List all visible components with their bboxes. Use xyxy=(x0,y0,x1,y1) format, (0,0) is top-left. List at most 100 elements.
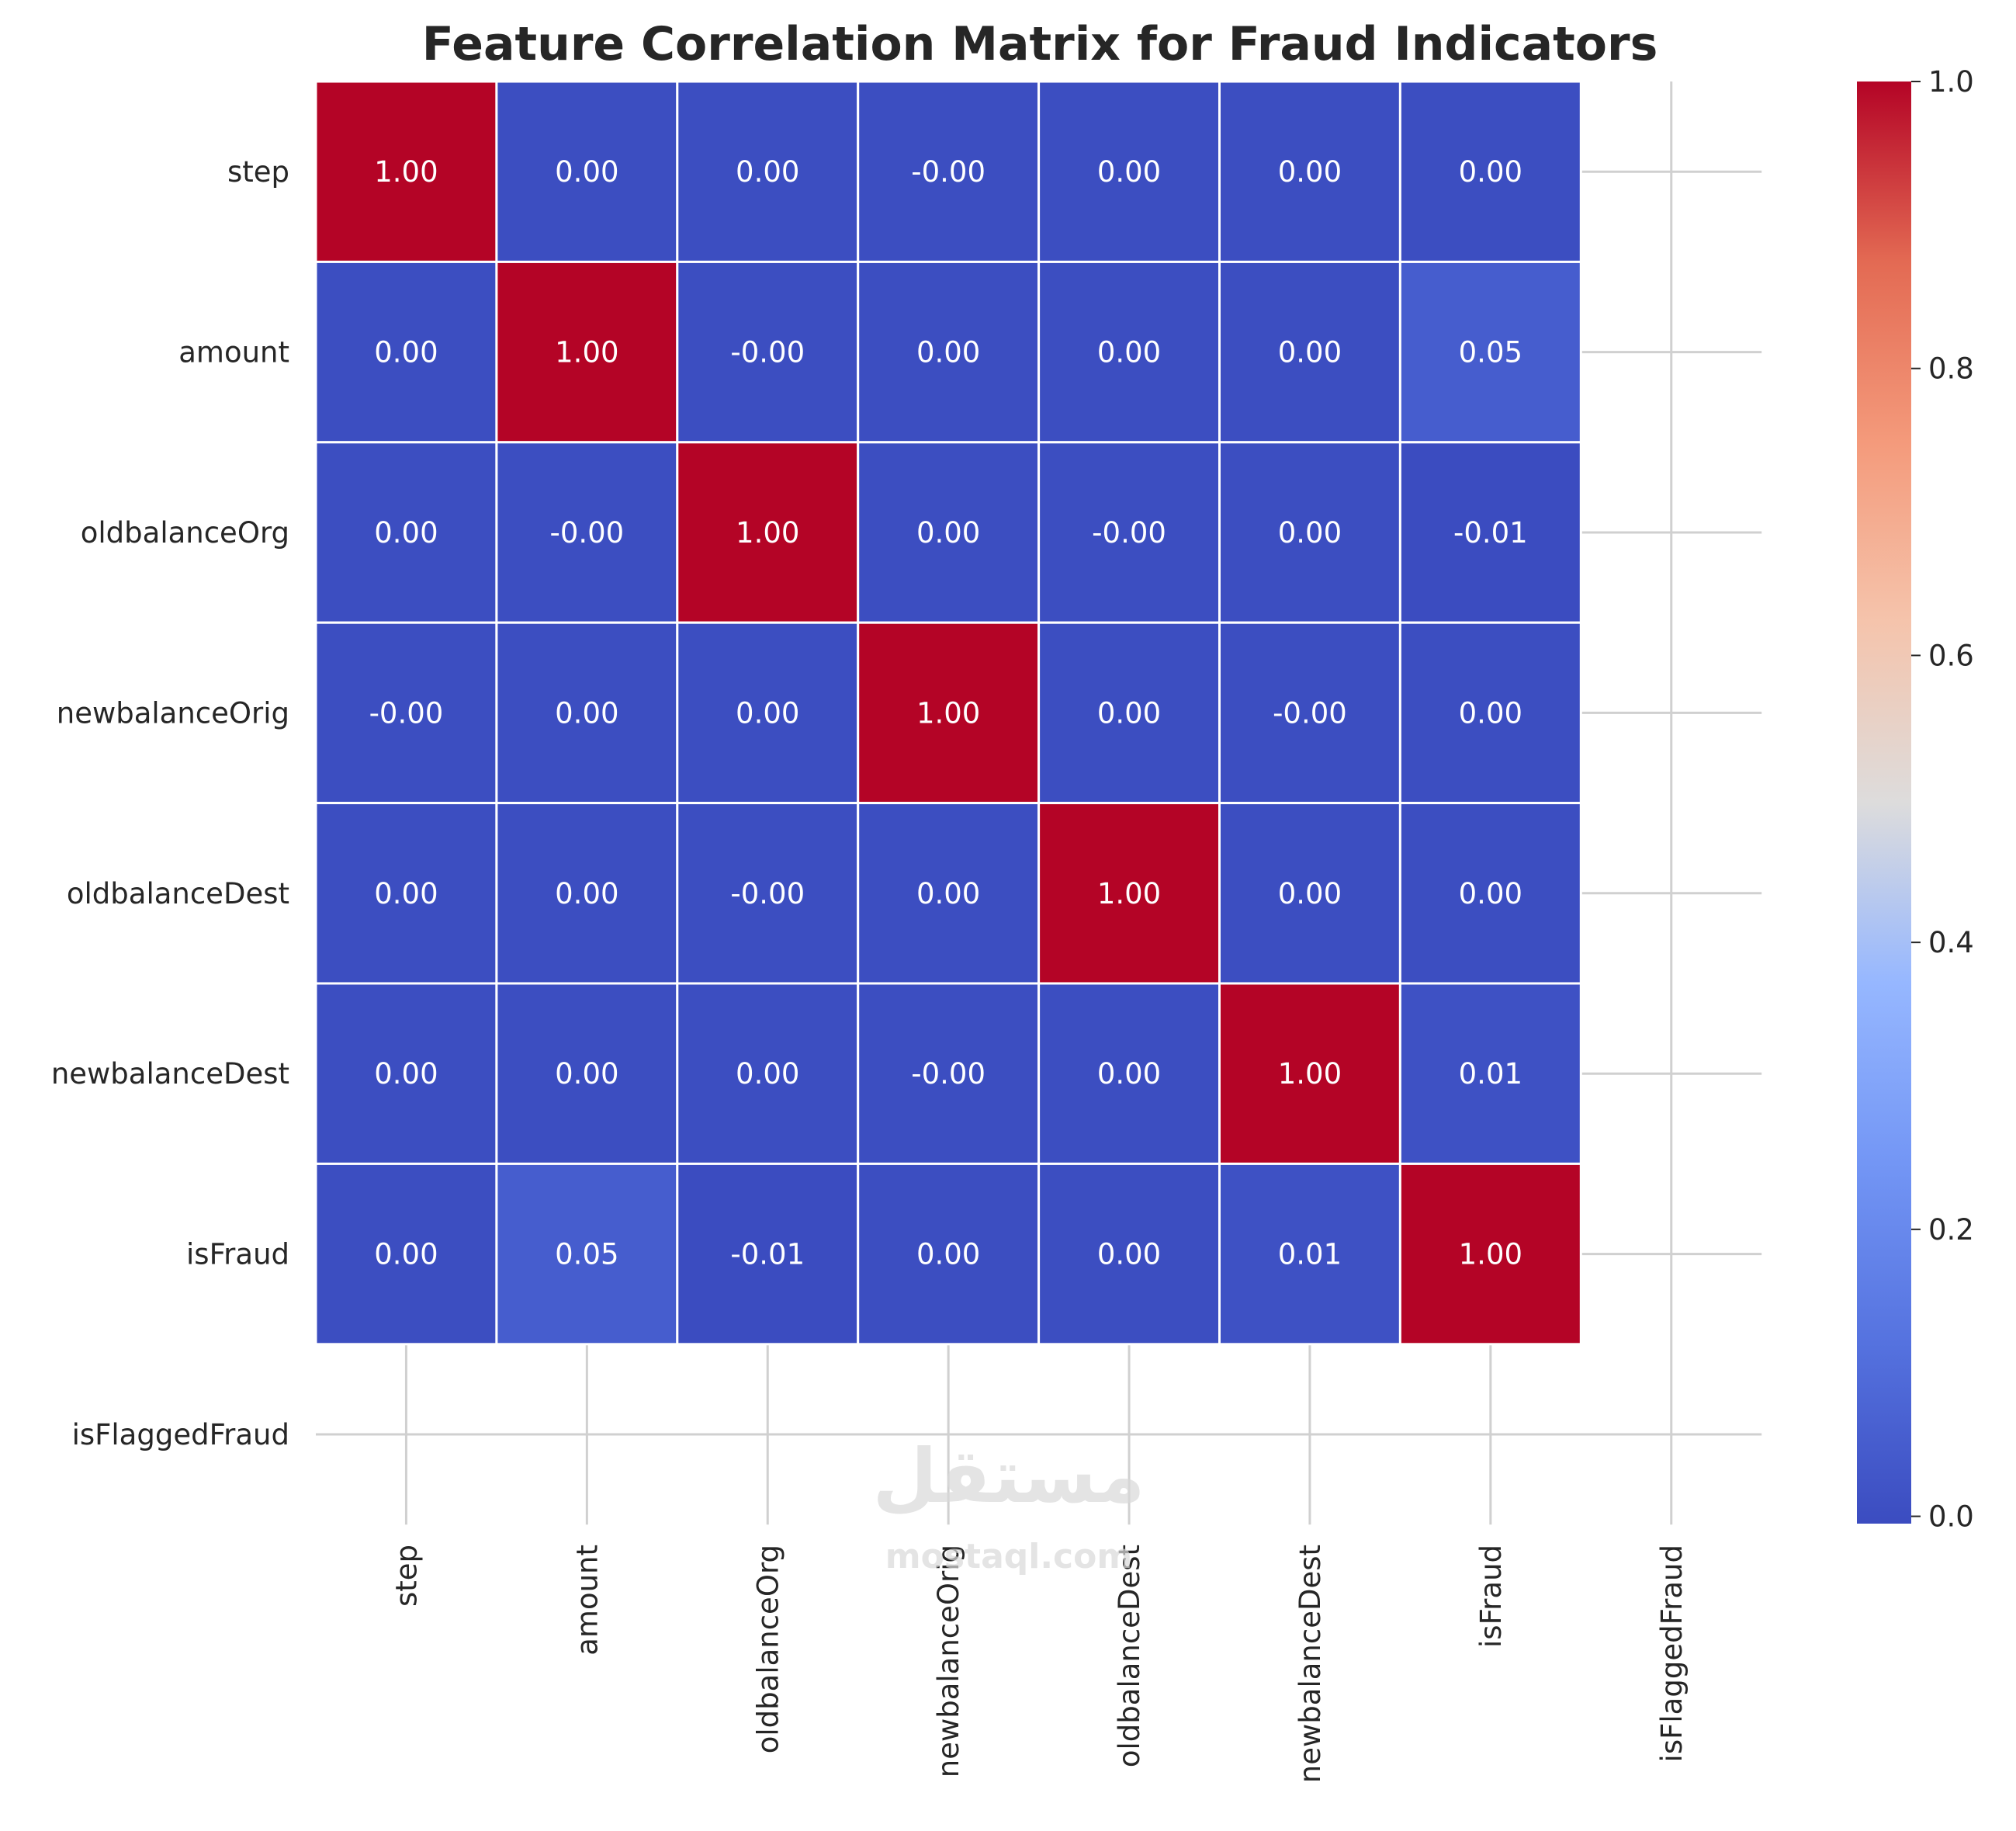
heatmap-cell xyxy=(676,982,860,1165)
heatmap-cells xyxy=(314,80,1582,1346)
cell-value-label: 0.00 xyxy=(916,516,980,550)
cell-value-label: 0.00 xyxy=(1097,1238,1161,1271)
heatmap-cell xyxy=(1218,1162,1401,1346)
cell-value-label: -0.01 xyxy=(730,1238,805,1271)
x-tick-label: amount xyxy=(570,1545,604,1656)
x-axis-tick-labels: step amount oldbalanceOrg newbalanceOrig old… xyxy=(390,1545,1688,1783)
heatmap-cell xyxy=(857,441,1041,624)
heatmap-cell xyxy=(314,441,498,624)
cell-value-label: 1.00 xyxy=(555,336,618,369)
colorbar-tick-label: 0.8 xyxy=(1928,352,1974,386)
heatmap-cell xyxy=(676,441,860,624)
heatmap-cell xyxy=(1398,1162,1582,1346)
heatmap-cell xyxy=(314,982,498,1165)
cell-value-label: 0.00 xyxy=(1278,155,1342,189)
cell-value-label: 0.00 xyxy=(1097,1057,1161,1091)
cell-value-label: 1.00 xyxy=(1459,1238,1522,1271)
cell-value-label: -0.00 xyxy=(911,1057,985,1091)
cell-value-label: 0.00 xyxy=(736,696,799,730)
heatmap-cell xyxy=(314,621,498,805)
heatmap-cell xyxy=(857,1162,1041,1346)
heatmap-cell xyxy=(1218,80,1401,263)
x-tick-label: step xyxy=(390,1545,423,1607)
heatmap-cell xyxy=(1398,260,1582,444)
cell-value-label: 0.00 xyxy=(1459,877,1522,910)
watermark-latin: mostaql.com xyxy=(885,1537,1132,1576)
cell-value-label: 0.00 xyxy=(555,877,618,910)
heatmap-cell xyxy=(1037,982,1221,1165)
cell-value-label: 0.00 xyxy=(916,336,980,369)
heatmap-cell xyxy=(1037,621,1221,805)
heatmap-cell xyxy=(495,1162,679,1346)
y-tick-label: newbalanceDest xyxy=(51,1057,289,1091)
watermark-arabic: مستقل xyxy=(872,1433,1145,1520)
heatmap-cell xyxy=(1037,260,1221,444)
y-tick-label: isFlaggedFraud xyxy=(72,1418,289,1451)
cell-value-label: 0.00 xyxy=(1097,336,1161,369)
cell-value-label: 0.00 xyxy=(374,877,438,910)
colorbar-tick-label: 0.6 xyxy=(1928,639,1974,672)
heatmap-cell xyxy=(1398,80,1582,263)
cell-value-label: 0.00 xyxy=(555,1057,618,1091)
cell-value-label: -0.00 xyxy=(549,516,624,550)
cell-value-label: 0.00 xyxy=(374,516,438,550)
heatmap-cell xyxy=(495,441,679,624)
cell-value-label: 1.00 xyxy=(736,516,799,550)
heatmap-cell xyxy=(857,260,1041,444)
x-tick-label: isFraud xyxy=(1474,1545,1508,1648)
y-tick-label: newbalanceOrig xyxy=(57,696,289,730)
heatmap-cell xyxy=(495,260,679,444)
y-tick-label: amount xyxy=(178,336,289,369)
cell-value-label: 0.05 xyxy=(1459,336,1522,369)
heatmap-cell xyxy=(1218,260,1401,444)
heatmap-cell xyxy=(1037,80,1221,263)
y-tick-label: isFraud xyxy=(186,1238,289,1271)
cell-value-label: -0.00 xyxy=(730,336,805,369)
heatmap-cell xyxy=(495,621,679,805)
cell-value-label: 0.01 xyxy=(1278,1238,1342,1271)
heatmap-cell xyxy=(1398,621,1582,805)
y-tick-label: oldbalanceOrg xyxy=(81,516,289,550)
watermark: مستقل mostaql.com xyxy=(872,1433,1145,1576)
x-tick-label: isFlaggedFraud xyxy=(1655,1545,1689,1762)
cell-value-label: 0.00 xyxy=(1278,877,1342,910)
cell-value-label: 0.00 xyxy=(1459,696,1522,730)
cell-value-label: -0.00 xyxy=(1273,696,1347,730)
cell-value-label: 0.00 xyxy=(1278,336,1342,369)
cell-value-label: -0.00 xyxy=(1092,516,1166,550)
heatmap-cell xyxy=(857,80,1041,263)
heatmap-cell xyxy=(1218,982,1401,1165)
colorbar-tick-label: 1.0 xyxy=(1928,65,1974,99)
cell-value-label: 0.05 xyxy=(555,1238,618,1271)
heatmap-cell xyxy=(1398,441,1582,624)
cell-value-label: 0.00 xyxy=(916,1238,980,1271)
heatmap-cell xyxy=(1037,441,1221,624)
heatmap-cell xyxy=(857,802,1041,985)
heatmap-cell xyxy=(676,260,860,444)
colorbar-gradient xyxy=(1857,81,1911,1524)
cell-value-label: 0.00 xyxy=(736,1057,799,1091)
heatmap-cell xyxy=(1037,1162,1221,1346)
colorbar-ticks: 0.0 0.2 0.4 0.6 0.8 1.0 xyxy=(1911,65,1974,1534)
heatmap-cell xyxy=(1398,802,1582,985)
cell-value-label: -0.00 xyxy=(369,696,444,730)
heatmap-cell xyxy=(1398,982,1582,1165)
heatmap-cell xyxy=(1037,802,1221,985)
colorbar-tick-label: 0.4 xyxy=(1928,926,1974,959)
heatmap-cell xyxy=(1218,621,1401,805)
cell-value-label: 0.00 xyxy=(1097,155,1161,189)
colorbar: 0.0 0.2 0.4 0.6 0.8 1.0 xyxy=(1857,65,1974,1534)
cell-annotations: 1.00 0.00 0.00 -0.00 0.00 0.00 0.00 0.00 1.00 -0.… xyxy=(369,155,1528,1271)
cell-value-label: 0.00 xyxy=(916,877,980,910)
x-tick-label: oldbalanceOrg xyxy=(751,1545,785,1753)
cell-value-label: 0.00 xyxy=(1097,696,1161,730)
cell-value-label: 0.00 xyxy=(1278,516,1342,550)
cell-value-label: 0.00 xyxy=(555,155,618,189)
cell-value-label: -0.01 xyxy=(1453,516,1528,550)
cell-value-label: 0.00 xyxy=(736,155,799,189)
y-tick-label: step xyxy=(227,155,289,189)
x-tick-label: newbalanceOrig xyxy=(932,1545,965,1777)
y-tick-label: oldbalanceDest xyxy=(67,877,289,910)
heatmap-cell xyxy=(857,982,1041,1165)
